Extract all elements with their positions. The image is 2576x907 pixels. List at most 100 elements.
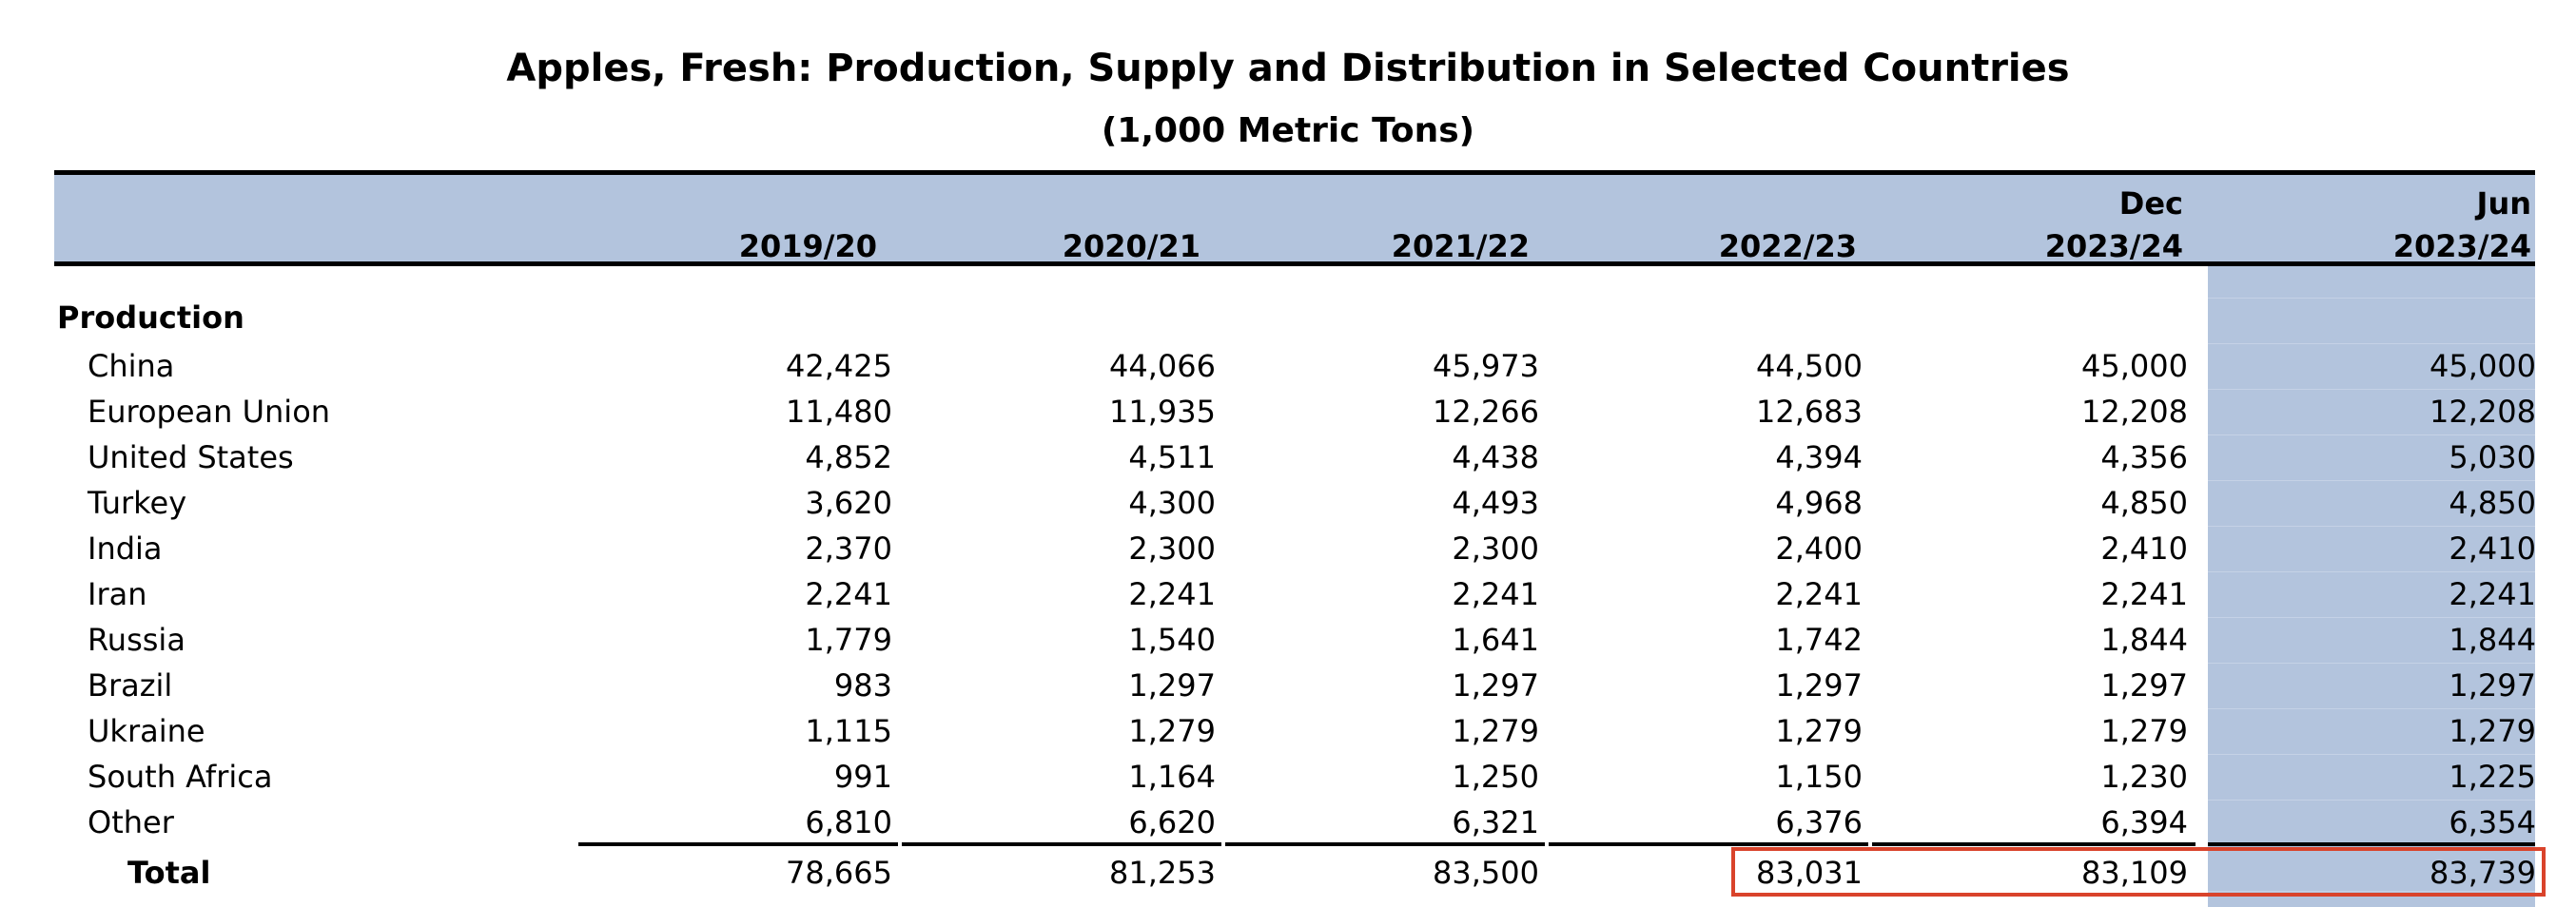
cell-dec-2023-24: 2,410 [2100,531,2188,567]
shade-gridline [2208,571,2535,572]
row-label: China [88,348,175,384]
cell-dec-2023-24: 1,279 [2100,713,2188,749]
cell-2021-22: 4,493 [1452,485,1539,521]
cell-2021-22: 12,266 [1433,394,1539,430]
cell-2022-23: 2,241 [1775,576,1863,612]
cell-jun-2023-24: 1,225 [2449,759,2536,795]
cell-dec-2023-24: 12,208 [2081,394,2188,430]
cell-jun-2023-24: 1,297 [2449,667,2536,704]
cell-2020-21: 4,300 [1128,485,1216,521]
row-label: India [88,531,163,567]
cell-dec-2023-24: 45,000 [2081,348,2188,384]
total-rule-2020-21 [902,842,1221,846]
cell-2022-23: 2,400 [1775,531,1863,567]
cell-2020-21: 2,300 [1128,531,1216,567]
cell-2019-20: 2,370 [805,531,892,567]
table-subtitle: (1,000 Metric Tons) [1101,111,1475,150]
row-label: Brazil [88,667,173,704]
total-rule-2019-20 [578,842,898,846]
cell-2019-20: 42,425 [786,348,892,384]
section-label-production: Production [57,299,244,336]
cell-jun-2023-24: 4,850 [2449,485,2536,521]
cell-2022-23: 12,683 [1756,394,1863,430]
cell-dec-2023-24: 1,297 [2100,667,2188,704]
cell-jun-2023-24: 1,844 [2449,622,2536,658]
shade-gridline [2208,434,2535,435]
shade-gridline [2208,708,2535,709]
cell-jun-2023-24: 45,000 [2430,348,2536,384]
row-label: Iran [88,576,147,612]
cell-jun-2023-24: 2,241 [2449,576,2536,612]
table-row: European Union 11,480 11,935 12,266 12,6… [0,389,2576,434]
cell-2019-20: 2,241 [805,576,892,612]
cell-2019-20: 3,620 [805,485,892,521]
cell-2020-21: 2,241 [1128,576,1216,612]
cell-2020-21: 1,297 [1128,667,1216,704]
column-header-6-line1: Jun [2476,185,2531,222]
total-2021-22: 83,500 [1433,855,1539,891]
cell-dec-2023-24: 6,394 [2100,804,2188,840]
shade-gridline [2208,663,2535,664]
cell-2021-22: 45,973 [1433,348,1539,384]
total-rule-dec-2023-24 [1872,842,2195,846]
shade-gridline [2208,891,2535,892]
total-2022-23: 83,031 [1756,855,1863,891]
cell-2021-22: 4,438 [1452,439,1539,475]
jun-column-shading [2208,266,2535,907]
total-2020-21: 81,253 [1109,855,1216,891]
cell-2021-22: 1,297 [1452,667,1539,704]
table-row: United States 4,852 4,511 4,438 4,394 4,… [0,434,2576,480]
table-row: Turkey 3,620 4,300 4,493 4,968 4,850 4,8… [0,480,2576,526]
shade-gridline [2208,389,2535,390]
cell-dec-2023-24: 1,844 [2100,622,2188,658]
cell-2021-22: 2,300 [1452,531,1539,567]
total-row: Total 78,665 81,253 83,500 83,031 83,109… [0,850,2576,896]
cell-2019-20: 983 [833,667,892,704]
cell-2019-20: 991 [833,759,892,795]
table-row: Iran 2,241 2,241 2,241 2,241 2,241 2,241 [0,571,2576,617]
cell-jun-2023-24: 12,208 [2430,394,2536,430]
row-label: South Africa [88,759,273,795]
cell-2019-20: 1,779 [805,622,892,658]
cell-dec-2023-24: 4,356 [2100,439,2188,475]
cell-2022-23: 1,279 [1775,713,1863,749]
column-header-4: 2022/23 [1718,228,1857,264]
cell-2020-21: 4,511 [1128,439,1216,475]
cell-2019-20: 11,480 [786,394,892,430]
total-label: Total [127,855,211,891]
column-header-6: 2023/24 [2392,228,2531,264]
table-row: India 2,370 2,300 2,300 2,400 2,410 2,41… [0,526,2576,571]
table-row: Brazil 983 1,297 1,297 1,297 1,297 1,297 [0,663,2576,708]
cell-2019-20: 4,852 [805,439,892,475]
table-title: Apples, Fresh: Production, Supply and Di… [506,47,2070,90]
cell-2022-23: 1,742 [1775,622,1863,658]
total-dec-2023-24: 83,109 [2081,855,2188,891]
table-row: China 42,425 44,066 45,973 44,500 45,000… [0,343,2576,389]
shade-gridline [2208,526,2535,527]
row-label: Russia [88,622,185,658]
shade-gridline [2208,480,2535,481]
column-header-5-line1: Dec [2118,185,2183,222]
row-label: European Union [88,394,331,430]
cell-dec-2023-24: 2,241 [2100,576,2188,612]
shade-gridline [2208,800,2535,801]
cell-2021-22: 1,641 [1452,622,1539,658]
cell-jun-2023-24: 1,279 [2449,713,2536,749]
cell-2021-22: 1,250 [1452,759,1539,795]
shade-gridline [2208,754,2535,755]
cell-2022-23: 4,394 [1775,439,1863,475]
row-label: Ukraine [88,713,205,749]
cell-2022-23: 6,376 [1775,804,1863,840]
cell-2020-21: 11,935 [1109,394,1216,430]
total-2019-20: 78,665 [786,855,892,891]
total-rule-2022-23 [1549,842,1868,846]
shade-gridline [2208,343,2535,344]
total-rule-jun-2023-24 [2208,842,2535,846]
row-label: Other [88,804,174,840]
cell-2022-23: 1,297 [1775,667,1863,704]
shade-gridline [2208,617,2535,618]
cell-dec-2023-24: 4,850 [2100,485,2188,521]
column-header-2: 2020/21 [1062,228,1200,264]
highlight-box [1731,847,2546,897]
cell-jun-2023-24: 6,354 [2449,804,2536,840]
